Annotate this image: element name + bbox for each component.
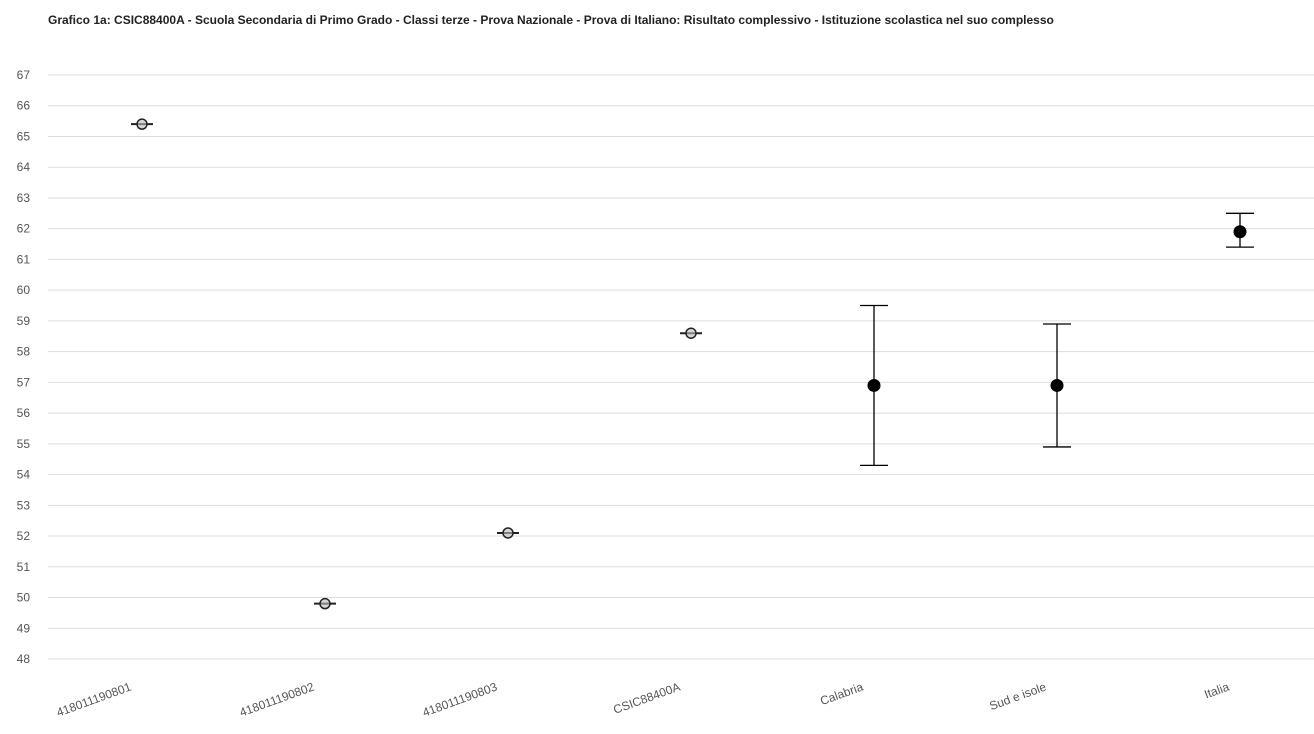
y-tick-label: 64: [17, 160, 31, 174]
y-tick-label: 62: [17, 222, 31, 236]
x-tick-label: 418011190802: [238, 680, 317, 720]
data-point: [502, 527, 514, 539]
y-tick-label: 58: [17, 345, 31, 359]
y-tick-label: 52: [17, 529, 31, 543]
chart-title: Grafico 1a: CSIC88400A - Scuola Secondar…: [48, 13, 1054, 27]
x-tick-label: 418011190803: [421, 680, 500, 720]
x-tick-label: 418011190801: [55, 680, 134, 720]
y-tick-label: 55: [17, 437, 31, 451]
y-tick-label: 54: [17, 468, 31, 482]
data-point: [685, 327, 697, 339]
y-tick-label: 49: [17, 621, 31, 635]
y-tick-label: 63: [17, 191, 31, 205]
data-point: [136, 118, 148, 130]
y-tick-label: 51: [17, 560, 31, 574]
y-tick-label: 56: [17, 406, 31, 420]
y-tick-label: 53: [17, 498, 31, 512]
y-tick-label: 67: [17, 68, 31, 82]
data-point: [319, 597, 331, 610]
y-tick-label: 59: [17, 314, 31, 328]
y-tick-label: 61: [17, 252, 31, 266]
y-tick-label: 50: [17, 591, 31, 605]
data-point: [867, 378, 881, 392]
data-point: [1050, 378, 1064, 392]
y-tick-label: 65: [17, 129, 31, 143]
x-tick-label: Italia: [1202, 680, 1231, 702]
y-tick-label: 60: [17, 283, 31, 297]
y-tick-label: 66: [17, 99, 31, 113]
y-tick-label: 57: [17, 375, 31, 389]
data-point: [1233, 225, 1247, 239]
y-tick-label: 48: [17, 652, 31, 666]
x-tick-label: Sud e isole: [987, 680, 1048, 714]
x-tick-label: CSIC88400A: [611, 680, 682, 717]
x-tick-label: Calabria: [818, 680, 865, 709]
